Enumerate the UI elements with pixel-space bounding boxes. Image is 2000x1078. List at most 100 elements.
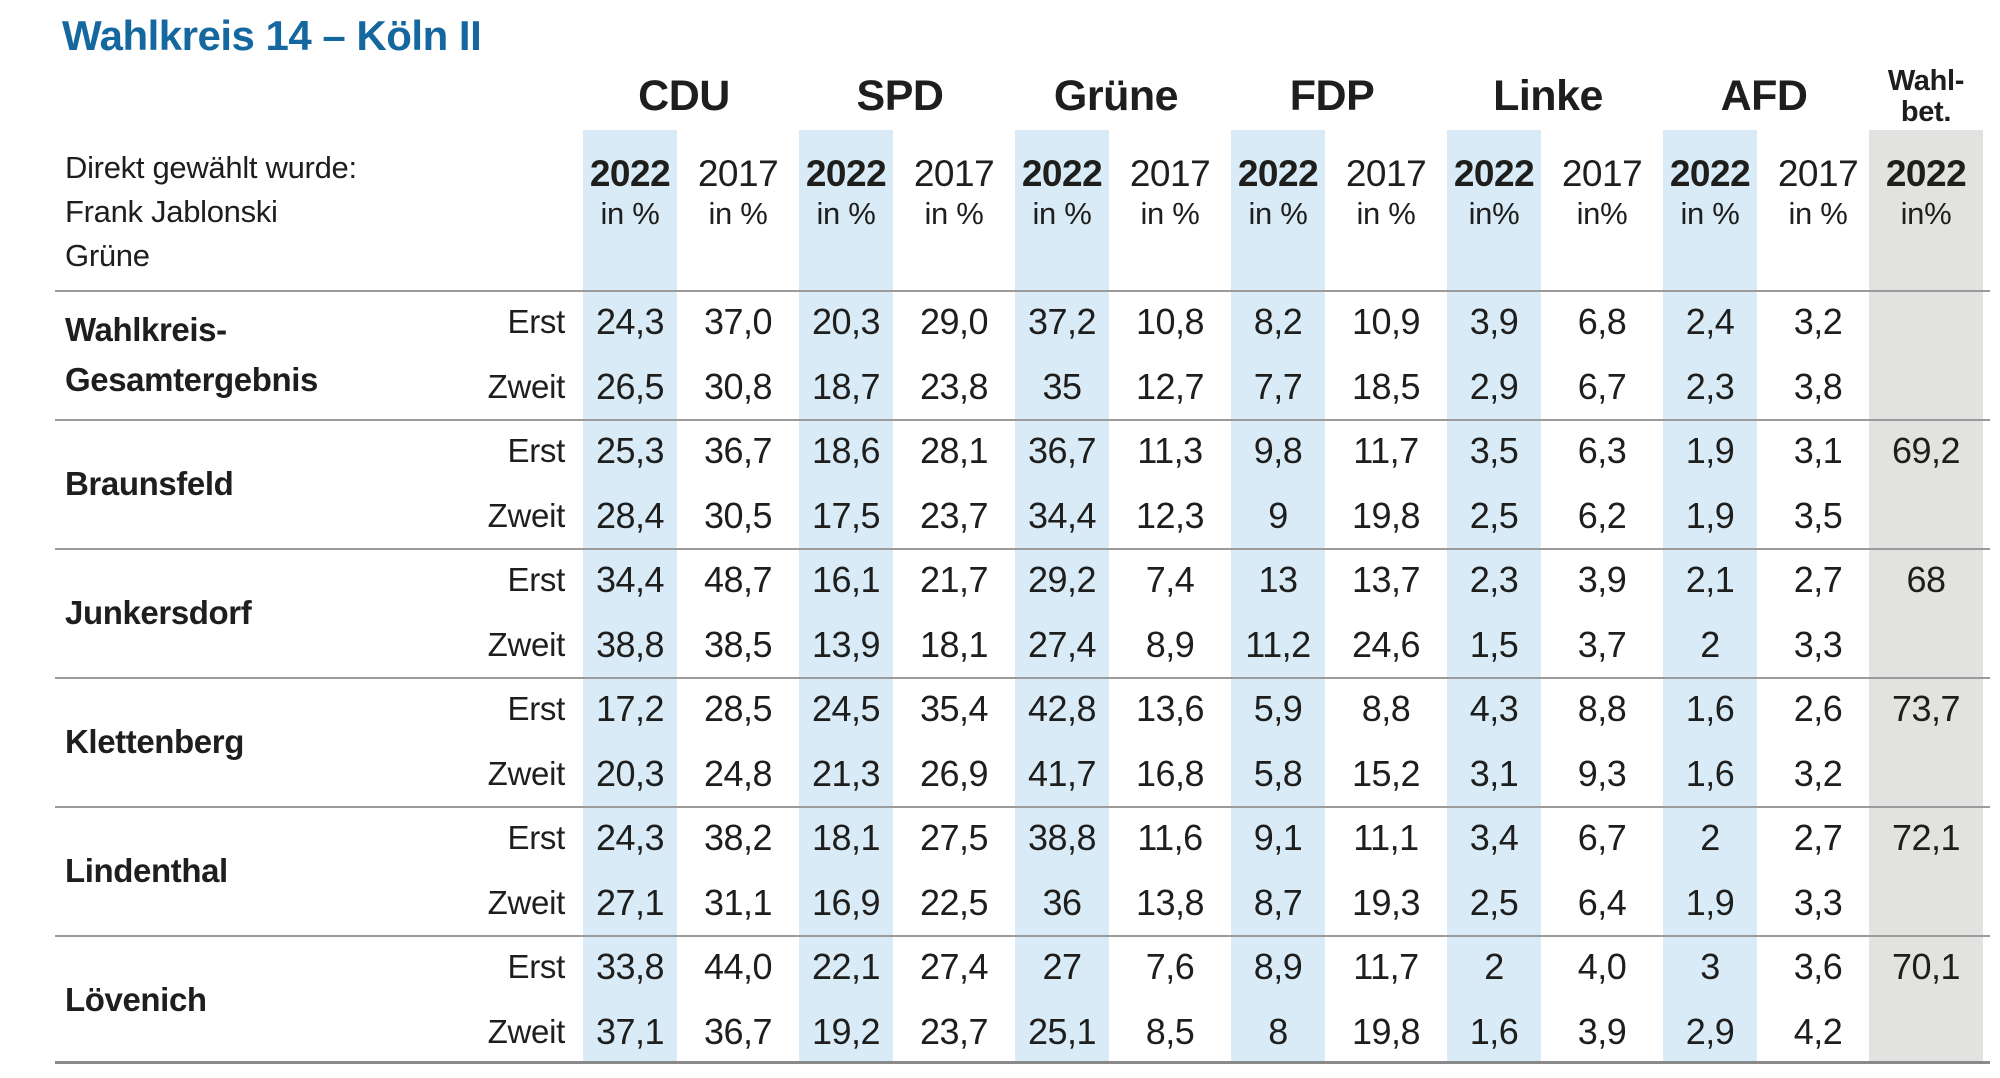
turnout-cell: 73,7 <box>1891 688 1961 730</box>
result-cell: 44,0 <box>703 946 773 988</box>
result-cell: 38,8 <box>595 623 665 665</box>
result-cell: 2,1 <box>1685 559 1735 601</box>
district-name-line: Gesamtergebnis <box>65 360 319 398</box>
result-cell: 23,7 <box>919 494 989 536</box>
vote-type-label-zweit: Zweit <box>487 1012 566 1050</box>
result-cell: 36,7 <box>703 1010 773 1052</box>
result-cell: 36,7 <box>1027 430 1097 472</box>
turnout-cell: 72,1 <box>1891 817 1961 859</box>
vote-type-label-zweit: Zweit <box>487 496 566 534</box>
district-label: Junkersdorf <box>65 548 405 677</box>
district-name-line: Lövenich <box>65 980 207 1018</box>
party-header-label: Linke <box>1493 72 1603 120</box>
result-cell: 2,3 <box>1469 559 1519 601</box>
result-cell: 12,7 <box>1135 365 1205 407</box>
district-label: Braunsfeld <box>65 419 405 548</box>
result-cell: 1,6 <box>1685 752 1735 794</box>
year-2022-column-stripe <box>1663 130 1757 1061</box>
vote-type-label-erst: Erst <box>507 948 566 986</box>
result-cell: 36 <box>1042 881 1082 923</box>
unit-label: in % <box>924 196 984 231</box>
result-cell: 6,7 <box>1577 817 1627 859</box>
result-cell: 11,6 <box>1137 817 1203 859</box>
result-cell: 23,7 <box>919 1010 989 1052</box>
result-cell: 13,7 <box>1351 559 1421 601</box>
turnout-cell: 68 <box>1906 559 1946 601</box>
year-label: 2022 <box>1021 153 1103 194</box>
result-cell: 3,5 <box>1793 494 1843 536</box>
year-header-column: 2017 in % <box>684 152 792 232</box>
result-cell: 36,7 <box>703 430 773 472</box>
year-2022-column-stripe <box>799 130 893 1061</box>
result-cell: 3,3 <box>1793 623 1843 665</box>
result-cell: 16,9 <box>811 881 881 923</box>
result-cell: 9,8 <box>1253 430 1303 472</box>
year-label: 2017 <box>1777 153 1859 194</box>
result-cell: 6,2 <box>1577 494 1627 536</box>
result-cell: 29,0 <box>919 301 989 343</box>
year-header-column: 2022 in % <box>1224 152 1332 232</box>
year-label: 2017 <box>1129 153 1211 194</box>
unit-label: in % <box>1788 196 1848 231</box>
note-line: Frank Jablonski <box>65 194 278 229</box>
year-label: 2017 <box>1345 153 1427 194</box>
result-cell: 8,9 <box>1145 623 1195 665</box>
result-cell: 24,3 <box>595 817 665 859</box>
result-cell: 24,3 <box>595 301 665 343</box>
year-label: 2022 <box>805 153 887 194</box>
year-2022-column-stripe <box>1015 130 1109 1061</box>
result-cell: 3,3 <box>1793 881 1843 923</box>
result-cell: 13,8 <box>1135 881 1205 923</box>
result-cell: 3,5 <box>1469 430 1519 472</box>
year-label: 2022 <box>589 153 671 194</box>
result-cell: 3,9 <box>1469 301 1519 343</box>
result-cell: 3,1 <box>1793 430 1843 472</box>
result-cell: 34,4 <box>1027 494 1097 536</box>
year-label: 2022 <box>1885 153 1967 194</box>
result-cell: 2,3 <box>1685 365 1735 407</box>
result-cell: 22,1 <box>811 946 881 988</box>
result-cell: 38,8 <box>1027 817 1097 859</box>
result-cell: 20,3 <box>811 301 881 343</box>
result-cell: 7,4 <box>1145 559 1195 601</box>
result-cell: 19,8 <box>1351 494 1421 536</box>
unit-label: in% <box>1468 196 1520 231</box>
result-cell: 17,5 <box>811 494 881 536</box>
result-cell: 5,8 <box>1253 752 1303 794</box>
result-cell: 29,2 <box>1027 559 1097 601</box>
year-label: 2022 <box>1669 153 1751 194</box>
result-cell: 38,2 <box>703 817 773 859</box>
result-cell: 3,9 <box>1577 559 1627 601</box>
unit-label: in% <box>1900 196 1952 231</box>
result-cell: 13 <box>1258 559 1298 601</box>
result-cell: 3,8 <box>1793 365 1843 407</box>
result-cell: 19,3 <box>1351 881 1421 923</box>
result-cell: 28,1 <box>919 430 989 472</box>
vote-type-label-zweit: Zweit <box>487 754 566 792</box>
unit-label: in% <box>1576 196 1628 231</box>
unit-label: in % <box>600 196 660 231</box>
year-label: 2022 <box>1453 153 1535 194</box>
result-cell: 18,6 <box>811 430 881 472</box>
result-cell: 48,7 <box>703 559 773 601</box>
vote-type-label-erst: Erst <box>507 561 566 599</box>
district-name-line: Braunsfeld <box>65 464 234 502</box>
district-name-line: Wahlkreis- <box>65 310 227 348</box>
bottom-rule <box>55 1061 1990 1064</box>
vote-type-label-erst: Erst <box>507 819 566 857</box>
result-cell: 12,3 <box>1135 494 1205 536</box>
result-cell: 27 <box>1042 946 1082 988</box>
result-cell: 4,2 <box>1793 1010 1843 1052</box>
result-cell: 23,8 <box>919 365 989 407</box>
result-cell: 2 <box>1700 817 1720 859</box>
result-cell: 1,9 <box>1685 881 1735 923</box>
result-cell: 34,4 <box>595 559 665 601</box>
result-cell: 20,3 <box>595 752 665 794</box>
result-cell: 24,6 <box>1351 623 1421 665</box>
unit-label: in % <box>1248 196 1308 231</box>
result-cell: 18,1 <box>919 623 989 665</box>
result-cell: 16,8 <box>1135 752 1205 794</box>
year-header-column: 2022 in % <box>576 152 684 232</box>
result-cell: 42,8 <box>1027 688 1097 730</box>
